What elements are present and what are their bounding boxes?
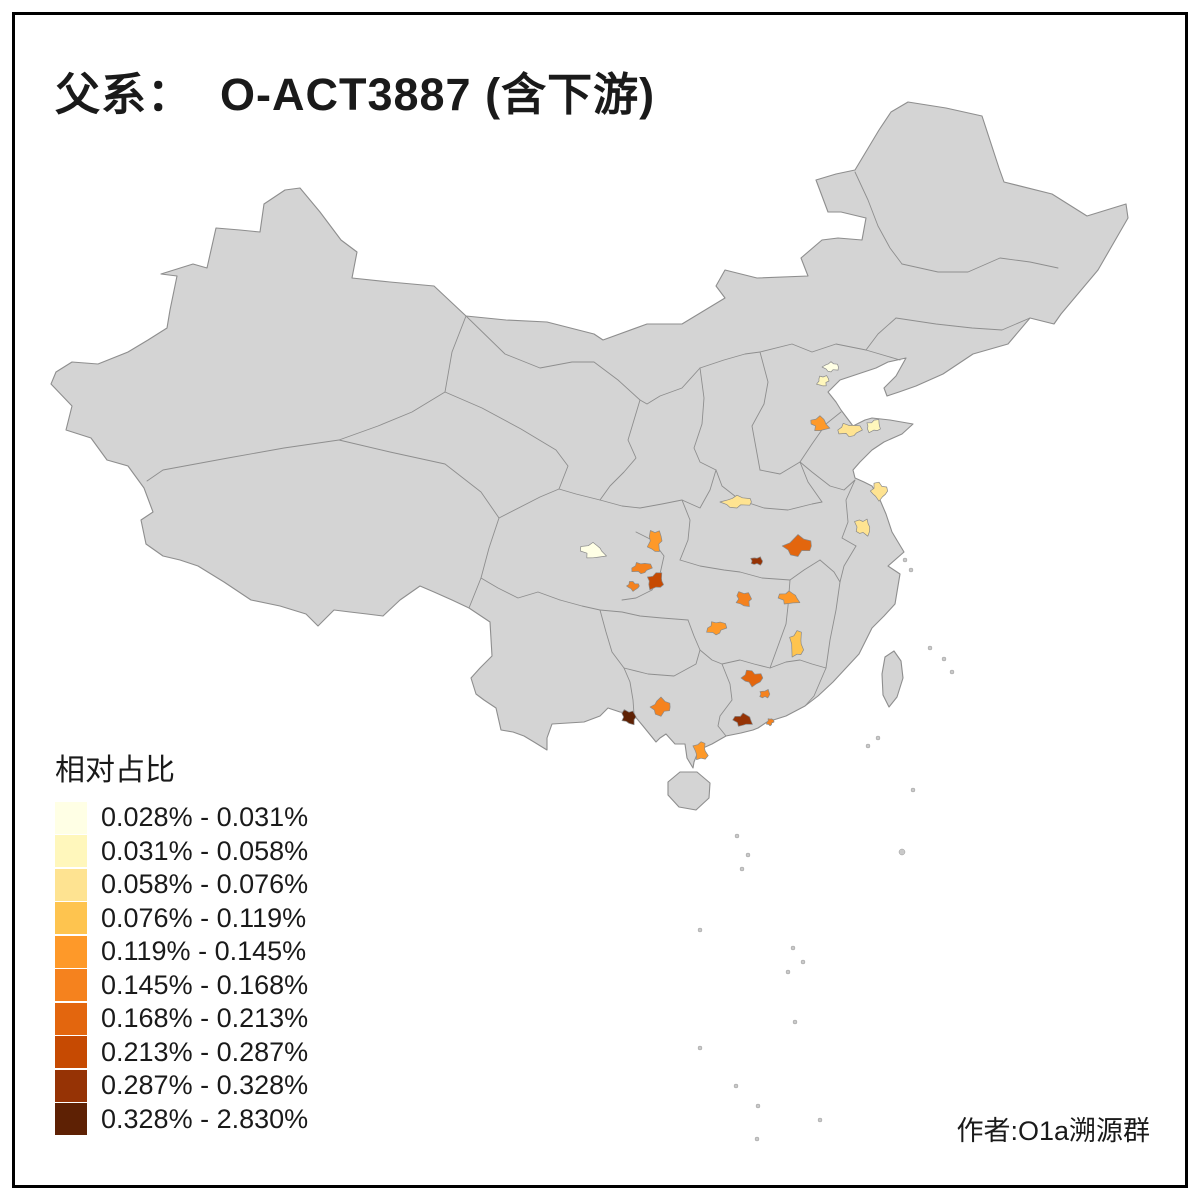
sea-islet [800,959,806,965]
map-region [646,530,663,552]
sea-islet [697,1045,703,1051]
map-region [766,718,775,727]
map-region [692,741,709,761]
legend-item: 0.058% - 0.076% [55,868,308,902]
map-region [781,534,812,557]
legend-label: 0.168% - 0.213% [101,1003,309,1034]
sea-islet [910,787,916,793]
legend-item: 0.076% - 0.119% [55,902,308,936]
map-region [854,518,871,537]
legend-item: 0.145% - 0.168% [55,969,308,1003]
sea-islets-group [697,557,955,1142]
sea-islet [908,567,914,573]
legend-title: 相对占比 [55,754,175,787]
legend-swatch [55,902,87,935]
map-region [821,361,839,373]
map-region [719,494,752,509]
legend-swatch [55,835,87,868]
map-region [732,712,753,727]
legend-item: 0.328% - 2.830% [55,1103,308,1137]
legend-swatch [55,1002,87,1035]
colored-prefectures-group [580,361,888,761]
map-region [735,591,752,607]
map-region [837,422,863,438]
sea-islet [875,735,881,741]
legend-label: 0.028% - 0.031% [101,802,309,833]
legend-label: 0.213% - 0.287% [101,1036,309,1067]
province-borders [146,171,1059,737]
legend-items: 0.028% - 0.031% 0.031% - 0.058% 0.058% - 0… [55,801,308,1136]
map-region [789,630,804,658]
legend-item: 0.287% - 0.328% [55,1069,308,1103]
legend-item: 0.168% - 0.213% [55,1002,308,1036]
sea-islet [792,1019,798,1025]
sea-islet [739,866,745,872]
legend-swatch [55,1036,87,1069]
legend-item: 0.031% - 0.058% [55,835,308,869]
map-region [621,709,637,726]
map-region [580,542,607,559]
china-mainland [50,101,1129,811]
legend-swatch [55,935,87,968]
legend-label: 0.145% - 0.168% [101,969,309,1000]
legend-swatch [55,1103,87,1136]
sea-islet [697,927,703,933]
map-region [866,419,881,434]
map-region [750,556,763,566]
sea-islet [733,1083,739,1089]
taiwan-island [881,650,904,708]
sea-islet [734,833,740,839]
map-region [777,590,801,605]
sea-islet [902,557,908,563]
legend-label: 0.031% - 0.058% [101,835,309,866]
china-outline [50,101,1129,769]
legend-swatch [55,868,87,901]
map-region [759,689,771,699]
author-credit: 作者:O1a溯源群 [956,1116,1150,1146]
sea-islet [755,1103,761,1109]
map-region [816,375,830,387]
map-region [626,581,640,592]
legend-label: 0.058% - 0.076% [101,869,309,900]
map-region [647,572,664,591]
legend-item: 0.213% - 0.287% [55,1036,308,1070]
map-region [649,696,671,717]
sea-islet [898,848,906,856]
map-region [631,562,653,575]
sea-islet [927,645,933,651]
legend-item: 0.119% - 0.145% [55,935,308,969]
legend-label: 0.119% - 0.145% [101,936,307,967]
legend-swatch [55,801,87,834]
hainan-island [667,771,711,811]
sea-islet [941,656,947,662]
legend-label: 0.287% - 0.328% [101,1070,309,1101]
legend-label: 0.076% - 0.119% [101,902,307,933]
sea-islet [949,669,955,675]
legend-item: 0.028% - 0.031% [55,801,308,835]
map-region [869,481,888,502]
sea-islet [790,945,796,951]
legend-swatch [55,1069,87,1102]
legend-swatch [55,969,87,1002]
sea-islet [754,1136,760,1142]
legend: 相对占比 0.028% - 0.031% 0.031% - 0.058% 0.058… [55,745,308,1136]
sea-islet [745,852,751,858]
map-region [740,669,764,688]
legend-label: 0.328% - 2.830% [101,1103,309,1134]
sea-islet [817,1117,823,1123]
sea-islet [865,743,871,749]
page-title: 父系： O-ACT3887 (含下游) [55,69,656,120]
map-region [810,415,831,431]
sea-islet [785,969,791,975]
map-region [706,621,728,636]
